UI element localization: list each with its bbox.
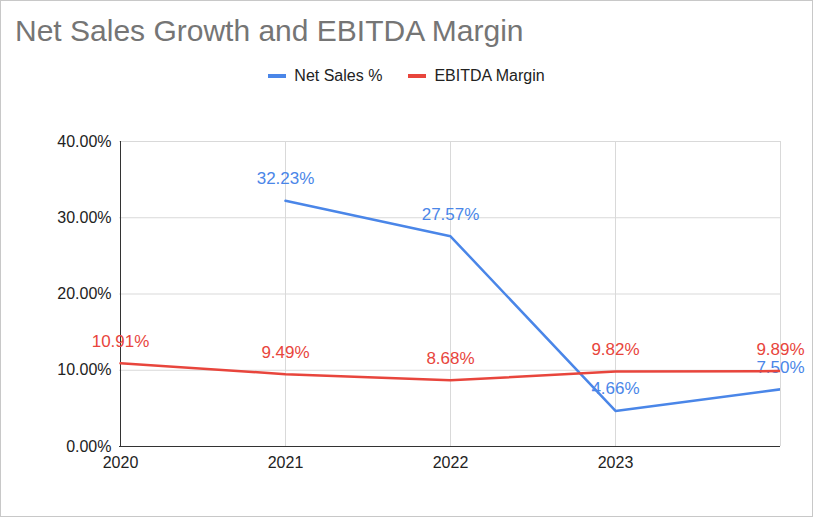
svg-text:27.57%: 27.57% [422,205,480,224]
svg-text:40.00%: 40.00% [57,133,111,150]
svg-text:7.50%: 7.50% [756,358,804,377]
svg-text:2020: 2020 [103,454,139,471]
html-text:EBITDA Margin: EBITDA Margin [434,67,545,84]
svg-text:30.00%: 30.00% [57,209,111,226]
svg-text:8.68%: 8.68% [426,349,474,368]
svg-text:9.89%: 9.89% [756,340,804,359]
svg-text:32.23%: 32.23% [257,169,315,188]
svg-text:9.49%: 9.49% [261,343,309,362]
svg-text:2022: 2022 [433,454,469,471]
svg-text:20.00%: 20.00% [57,285,111,302]
svg-text:2023: 2023 [598,454,634,471]
svg-text:9.82%: 9.82% [591,340,639,359]
svg-text:2021: 2021 [268,454,304,471]
svg-text:10.91%: 10.91% [92,332,150,351]
svg-text:10.00%: 10.00% [57,361,111,378]
html-text:Net Sales %: Net Sales % [294,67,383,84]
html-text:Net Sales Growth and EBITDA Ma: Net Sales Growth and EBITDA Margin [15,14,524,47]
svg-text:0.00%: 0.00% [66,438,111,455]
svg-text:4.66%: 4.66% [591,379,639,398]
